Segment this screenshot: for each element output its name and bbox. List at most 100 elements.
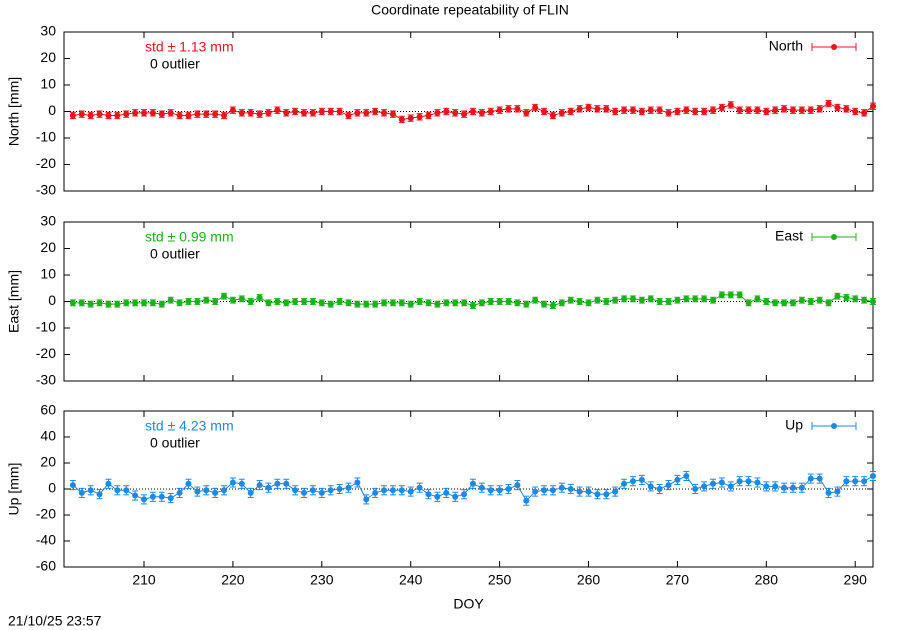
data-point	[621, 480, 628, 487]
data-point	[487, 108, 494, 115]
data-point	[105, 112, 112, 119]
data-point	[807, 298, 814, 305]
data-point	[754, 479, 761, 486]
data-point	[327, 487, 334, 494]
data-point	[372, 301, 379, 308]
data-point	[389, 111, 396, 118]
data-point	[96, 491, 103, 498]
data-point	[452, 299, 459, 306]
data-point	[656, 107, 663, 114]
data-point	[541, 487, 548, 494]
data-point	[416, 484, 423, 491]
data-point	[514, 299, 521, 306]
data-point	[798, 297, 805, 304]
data-point	[834, 293, 841, 300]
data-point	[674, 108, 681, 115]
data-point	[185, 480, 192, 487]
data-point	[772, 483, 779, 490]
data-point	[505, 105, 512, 112]
data-point	[567, 108, 574, 115]
data-point	[727, 101, 734, 108]
data-point	[763, 483, 770, 490]
data-point	[87, 487, 94, 494]
y-tick-label: -20	[36, 155, 56, 171]
data-point	[203, 111, 210, 118]
data-point	[176, 489, 183, 496]
data-point	[549, 112, 556, 119]
std-annotation: std ± 1.13 mm	[145, 39, 234, 55]
data-point	[221, 293, 228, 300]
data-point	[532, 488, 539, 495]
outlier-annotation: 0 outlier	[150, 435, 200, 451]
data-point	[425, 299, 432, 306]
data-point	[612, 108, 619, 115]
data-point	[301, 109, 308, 116]
data-point	[736, 478, 743, 485]
data-point	[105, 301, 112, 308]
data-point	[558, 299, 565, 306]
legend-label: North	[769, 38, 803, 54]
data-point	[861, 478, 868, 485]
y-tick-label: -30	[36, 372, 56, 388]
y-tick-label: 60	[40, 402, 56, 418]
data-point	[176, 112, 183, 119]
data-point	[816, 475, 823, 482]
y-axis-label: Up [mm]	[6, 463, 22, 516]
chart-title: Coordinate repeatability of FLIN	[371, 2, 569, 18]
data-point	[781, 299, 788, 306]
data-point	[674, 476, 681, 483]
data-point	[861, 109, 868, 116]
data-point	[425, 491, 432, 498]
data-point	[452, 493, 459, 500]
data-point	[78, 489, 85, 496]
y-tick-label: 30	[40, 213, 56, 229]
data-point	[576, 105, 583, 112]
data-point	[87, 112, 94, 119]
data-point	[496, 487, 503, 494]
data-point	[194, 488, 201, 495]
data-point	[123, 487, 130, 494]
data-point	[487, 298, 494, 305]
y-tick-label: 10	[40, 266, 56, 282]
data-point	[532, 104, 539, 111]
data-point	[301, 298, 308, 305]
data-point	[461, 299, 468, 306]
data-point	[789, 484, 796, 491]
data-point	[834, 488, 841, 495]
x-tick-label: 240	[399, 572, 423, 588]
data-point	[309, 109, 316, 116]
legend-marker	[831, 44, 837, 50]
y-tick-label: 0	[48, 292, 56, 308]
data-point	[238, 109, 245, 116]
data-point	[674, 297, 681, 304]
data-point	[763, 108, 770, 115]
data-point	[541, 301, 548, 308]
data-point	[461, 111, 468, 118]
y-tick-label: -20	[36, 506, 56, 522]
data-point	[870, 473, 876, 479]
data-point	[665, 298, 672, 305]
data-point	[283, 299, 290, 306]
data-point	[834, 104, 841, 111]
data-point	[265, 484, 272, 491]
data-point	[576, 488, 583, 495]
data-point	[238, 480, 245, 487]
data-point	[549, 487, 556, 494]
data-point	[709, 480, 716, 487]
data-point	[727, 483, 734, 490]
data-point	[647, 483, 654, 490]
data-point	[354, 301, 361, 308]
data-point	[167, 109, 174, 116]
std-annotation: std ± 0.99 mm	[145, 229, 234, 245]
data-point	[443, 108, 450, 115]
data-point	[558, 484, 565, 491]
data-point	[461, 491, 468, 498]
data-point	[256, 111, 263, 118]
x-tick-label: 260	[577, 572, 601, 588]
data-point	[132, 109, 139, 116]
data-point	[736, 107, 743, 114]
data-point	[212, 111, 219, 118]
data-point	[807, 107, 814, 114]
data-point	[852, 478, 859, 485]
